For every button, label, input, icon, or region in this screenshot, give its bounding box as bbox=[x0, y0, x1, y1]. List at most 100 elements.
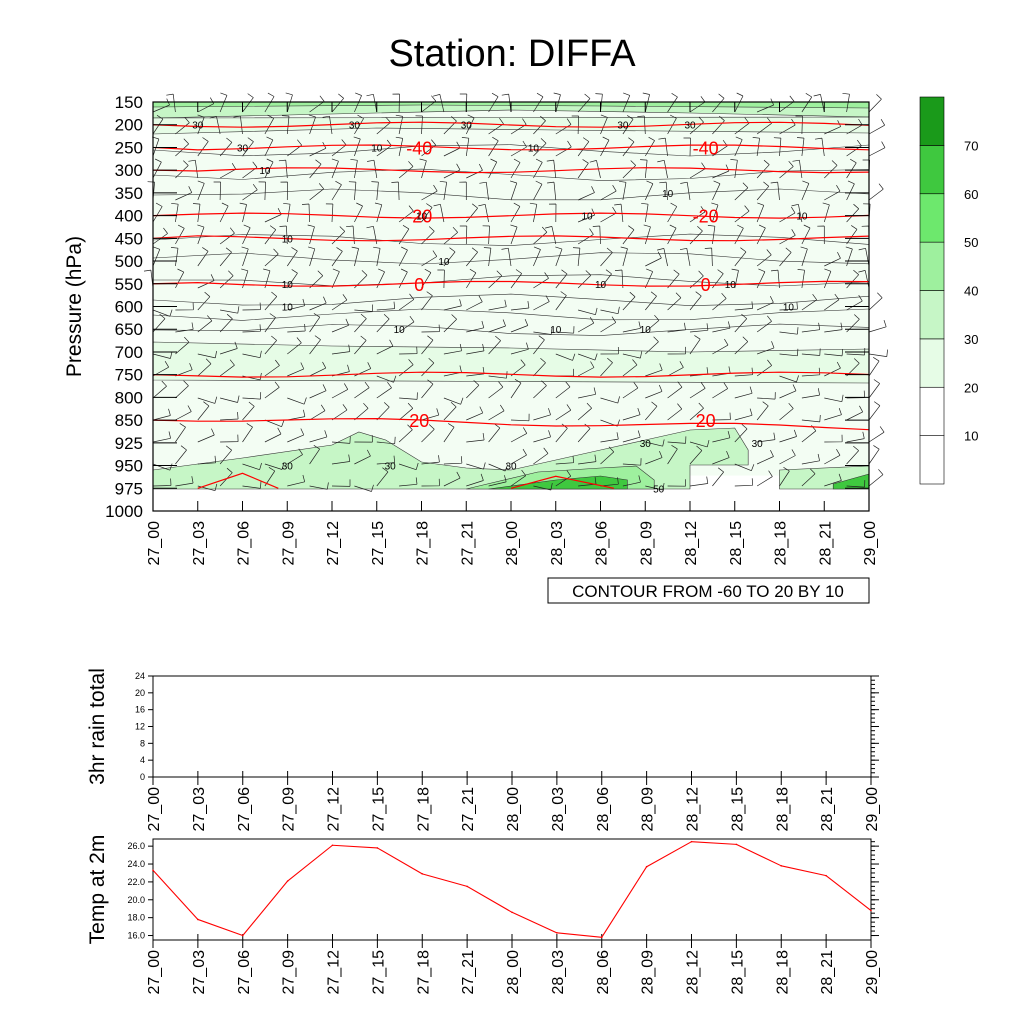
wind-barb bbox=[398, 246, 408, 267]
wind-barb bbox=[555, 353, 576, 361]
wind-barb bbox=[533, 483, 553, 491]
temperature-contour-label: 0 bbox=[414, 275, 424, 295]
wind-barb bbox=[374, 202, 383, 223]
wind-barb bbox=[642, 92, 650, 113]
x-tick-label: 27_03 bbox=[191, 950, 208, 995]
wind-barb bbox=[398, 268, 408, 289]
wind-barb bbox=[443, 397, 464, 405]
wind-barb bbox=[734, 313, 748, 333]
temperature-contour-label: -40 bbox=[406, 138, 432, 158]
wind-barb bbox=[264, 335, 277, 355]
wind-barb bbox=[689, 226, 703, 245]
x-tick-label: 27_21 bbox=[460, 950, 477, 995]
wind-barb bbox=[392, 93, 400, 113]
wind-barb bbox=[572, 247, 581, 267]
wind-barb bbox=[197, 180, 205, 201]
x-tick-label: 27_18 bbox=[415, 787, 432, 832]
colorbar-swatch bbox=[919, 338, 945, 388]
wind-barb bbox=[756, 450, 774, 465]
wind-barb bbox=[443, 456, 463, 465]
wind-barb bbox=[264, 359, 280, 377]
y-tick-label: 550 bbox=[115, 275, 143, 294]
wind-barb bbox=[712, 450, 730, 465]
wind-barb bbox=[264, 427, 282, 443]
wind-barb bbox=[555, 269, 568, 289]
wind-barb bbox=[659, 181, 668, 201]
wind-barb bbox=[657, 159, 668, 179]
wind-barb bbox=[325, 203, 334, 223]
wind-barb bbox=[421, 478, 440, 487]
humidity-contour-line bbox=[152, 293, 870, 307]
wind-barb bbox=[478, 203, 489, 223]
wind-barb bbox=[577, 93, 591, 113]
x-tick-label: 28_00 bbox=[504, 521, 521, 566]
wind-barb bbox=[220, 411, 239, 421]
wind-barb bbox=[545, 226, 557, 245]
humidity-contour-label: 10 bbox=[438, 257, 450, 268]
wind-barb bbox=[645, 384, 663, 399]
wind-barb bbox=[437, 269, 445, 289]
wind-barb bbox=[371, 181, 379, 201]
wind-barb bbox=[466, 203, 478, 223]
wind-barb bbox=[679, 247, 691, 267]
temperature-contour-label: 20 bbox=[696, 411, 716, 431]
temperature-contour bbox=[152, 144, 870, 151]
wind-barb bbox=[175, 268, 185, 289]
wind-barb bbox=[734, 205, 750, 223]
wind-barb bbox=[376, 139, 392, 157]
wind-barb bbox=[242, 93, 254, 113]
humidity-contour-label: 30 bbox=[237, 143, 249, 154]
y-tick-label: 8 bbox=[140, 738, 145, 748]
humidity-contour-label: 30 bbox=[640, 439, 652, 450]
wind-barb bbox=[264, 92, 275, 113]
wind-barb bbox=[398, 424, 413, 443]
x-tick-label: 29_00 bbox=[862, 521, 879, 566]
temperature-segment bbox=[287, 844, 333, 882]
wind-barb bbox=[488, 136, 499, 157]
wind-barb bbox=[712, 467, 724, 487]
humidity-contour-label: 30 bbox=[282, 462, 294, 473]
wind-barb bbox=[868, 94, 882, 113]
temperature-segment bbox=[377, 847, 423, 875]
wind-barb bbox=[466, 433, 485, 443]
wind-barb bbox=[354, 92, 362, 113]
wind-barb bbox=[533, 92, 544, 113]
wind-barb bbox=[757, 392, 776, 400]
wind-barb bbox=[555, 381, 571, 399]
wind-barb bbox=[443, 423, 455, 443]
wind-barb bbox=[483, 247, 492, 267]
wind-barb bbox=[421, 408, 440, 421]
wind-barb bbox=[443, 402, 457, 421]
wind-barb bbox=[600, 185, 617, 201]
rain-panel: 0 4 8 12 16 20 24 27_00 27_03 27_06 27_09 27_12 27_1… bbox=[86, 668, 881, 831]
wind-barb bbox=[577, 186, 595, 201]
wind-barb bbox=[398, 225, 410, 245]
wind-barb bbox=[461, 137, 470, 157]
wind-barb bbox=[466, 247, 478, 267]
wind-barb bbox=[756, 296, 774, 311]
temperature-segment bbox=[242, 880, 289, 936]
wind-barb bbox=[734, 336, 749, 355]
x-tick-label: 28_09 bbox=[640, 787, 657, 832]
wind-barb bbox=[577, 402, 592, 421]
temperature-contour bbox=[152, 212, 870, 219]
wind-barb bbox=[287, 362, 305, 377]
temperature-point bbox=[511, 911, 513, 914]
wind-barb bbox=[555, 118, 572, 135]
temperature-point bbox=[780, 865, 783, 867]
contour-info-label: CONTOUR FROM -60 TO 20 BY 10 bbox=[572, 582, 844, 601]
wind-barb bbox=[842, 92, 850, 113]
wind-barb bbox=[331, 383, 349, 399]
wind-barb bbox=[689, 476, 709, 487]
wind-barb bbox=[868, 141, 886, 157]
temperature-segment bbox=[556, 932, 602, 938]
wind-barb bbox=[459, 225, 468, 245]
wind-barb bbox=[801, 468, 816, 487]
wind-barb bbox=[242, 481, 262, 489]
colorbar-swatch bbox=[919, 96, 945, 146]
wind-barb bbox=[734, 224, 744, 245]
wind-barb bbox=[797, 269, 805, 289]
wind-barb bbox=[667, 445, 678, 465]
wind-barb bbox=[258, 181, 266, 201]
humidity-contour-line bbox=[152, 233, 870, 246]
